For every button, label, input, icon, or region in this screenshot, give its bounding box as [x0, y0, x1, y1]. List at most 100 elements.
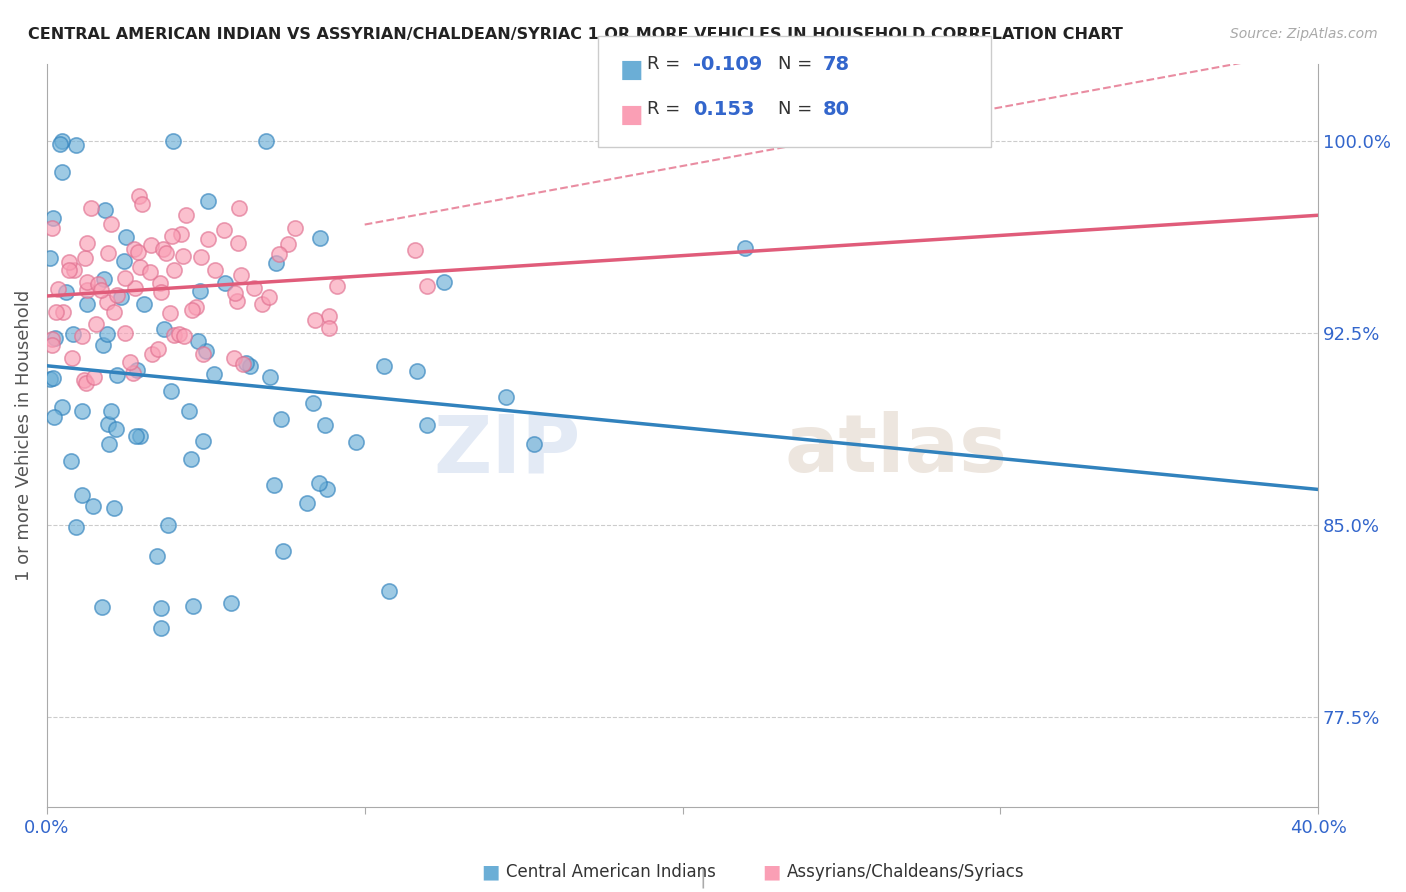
Point [76, 283, 98, 297]
Point [97, 417, 120, 431]
Point [250, 297, 273, 311]
Point [94, 203, 117, 218]
Point [42, 211, 65, 225]
Point [100, 404, 122, 418]
Point [318, 321, 340, 335]
Text: R =: R = [647, 55, 686, 73]
Point [146, 342, 169, 356]
Text: -0.109: -0.109 [693, 55, 762, 74]
Point [46, 282, 69, 296]
Point [70, 328, 93, 343]
Point [96, 326, 118, 341]
Point [222, 351, 245, 365]
Point [373, 359, 395, 373]
Text: Assyrians/Chaldeans/Syriacs: Assyrians/Chaldeans/Syriacs [787, 863, 1025, 881]
Point [197, 232, 219, 246]
Point [309, 231, 332, 245]
Point [122, 366, 145, 380]
Point [433, 275, 456, 289]
Point [193, 434, 215, 448]
Point [180, 452, 202, 467]
Point [73, 373, 96, 387]
Point [406, 364, 429, 378]
Point [82, 499, 104, 513]
Point [139, 265, 162, 279]
Point [181, 599, 204, 613]
Point [257, 290, 280, 304]
Text: ■: ■ [762, 863, 780, 881]
Point [115, 229, 138, 244]
Point [42, 409, 65, 424]
Point [45, 305, 67, 319]
Point [344, 434, 367, 449]
Point [112, 254, 135, 268]
Point [159, 305, 181, 319]
Point [197, 194, 219, 208]
Text: R =: R = [647, 100, 692, 118]
Point [188, 284, 211, 298]
Text: |: | [700, 868, 706, 888]
Point [224, 286, 246, 301]
Point [187, 334, 209, 348]
Point [103, 305, 125, 319]
Point [243, 281, 266, 295]
Point [128, 429, 150, 443]
Point [232, 357, 254, 371]
Point [39, 372, 62, 386]
Text: N =: N = [778, 55, 817, 73]
Text: N =: N = [778, 100, 817, 118]
Point [149, 276, 172, 290]
Point [219, 596, 242, 610]
Point [60, 351, 83, 366]
Point [308, 476, 330, 491]
Point [325, 279, 347, 293]
Point [190, 250, 212, 264]
Point [173, 329, 195, 343]
Point [155, 245, 177, 260]
Point [83, 370, 105, 384]
Point [104, 422, 127, 436]
Text: ■: ■ [620, 58, 644, 82]
Point [378, 584, 401, 599]
Point [186, 300, 208, 314]
Point [52, 305, 75, 319]
Point [302, 396, 325, 410]
Point [100, 217, 122, 231]
Point [65, 519, 87, 533]
Point [62, 327, 84, 342]
Point [60, 454, 83, 468]
Point [63, 263, 86, 277]
Text: ■: ■ [481, 863, 499, 881]
Point [76, 236, 98, 251]
Point [225, 294, 247, 309]
Point [263, 478, 285, 492]
Point [254, 134, 277, 148]
Point [152, 242, 174, 256]
Point [98, 436, 121, 450]
Point [51, 400, 73, 414]
Point [97, 245, 120, 260]
Point [91, 338, 114, 352]
Point [269, 247, 291, 261]
Point [174, 208, 197, 222]
Point [318, 309, 340, 323]
Point [124, 243, 146, 257]
Point [49, 136, 72, 151]
Point [416, 417, 439, 432]
Point [65, 138, 87, 153]
Point [55, 285, 77, 299]
Point [214, 276, 236, 290]
Point [70, 488, 93, 502]
Point [284, 221, 307, 235]
Point [84, 318, 107, 332]
Point [75, 376, 97, 390]
Point [114, 271, 136, 285]
Point [103, 500, 125, 515]
Point [110, 290, 132, 304]
Point [160, 229, 183, 244]
Point [139, 238, 162, 252]
Point [180, 302, 202, 317]
Point [105, 288, 128, 302]
Point [264, 256, 287, 270]
Text: 80: 80 [823, 100, 849, 119]
